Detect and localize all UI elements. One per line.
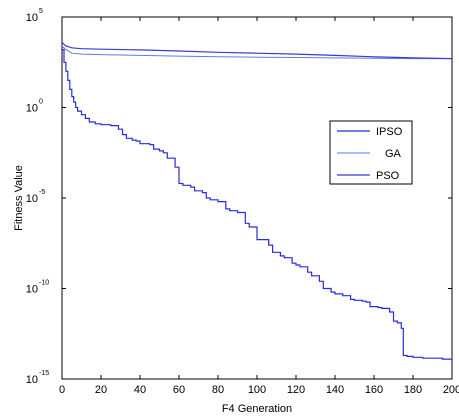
x-tick-label: 160 [365, 384, 383, 396]
y-axis-label: Fitness Value [13, 165, 25, 231]
series-line-ipso [62, 49, 452, 360]
x-tick-label: 200 [443, 384, 459, 396]
legend-label-ga: GA [385, 148, 402, 160]
series-layer [61, 41, 453, 360]
y-tick-exponent: 5 [39, 8, 43, 15]
x-axis-label: F4 Generation [222, 403, 292, 415]
x-tick-label: 80 [212, 384, 224, 396]
x-tick-label: 120 [287, 384, 305, 396]
x-tick-label: 20 [95, 384, 107, 396]
x-tick-label: 40 [134, 384, 146, 396]
x-tick-label: 100 [248, 384, 266, 396]
x-axis: 0 20 40 60 80 100 120 140 160 180 200 [59, 17, 459, 396]
series-line-ga [61, 45, 452, 60]
y-tick-label: 10 [26, 12, 38, 24]
series-line-pso [61, 41, 453, 60]
y-tick-label: 10 [26, 284, 38, 296]
plot-area [61, 16, 453, 380]
legend-label-pso: PSO [376, 170, 400, 182]
y-tick-label: 10 [26, 374, 38, 386]
y-tick-exponent: -10 [39, 280, 49, 287]
y-tick-label: 10 [26, 103, 38, 115]
legend-label-ipso: IPSO [376, 126, 403, 138]
y-tick-exponent: -15 [39, 370, 49, 377]
x-tick-label: 0 [59, 384, 65, 396]
y-tick-exponent: -5 [39, 189, 45, 196]
y-tick-exponent: 0 [39, 99, 43, 106]
x-tick-label: 180 [404, 384, 422, 396]
legend: IPSO GA PSO [329, 120, 413, 185]
y-tick-label: 10 [26, 193, 38, 205]
x-tick-label: 140 [326, 384, 344, 396]
x-tick-label: 60 [173, 384, 185, 396]
